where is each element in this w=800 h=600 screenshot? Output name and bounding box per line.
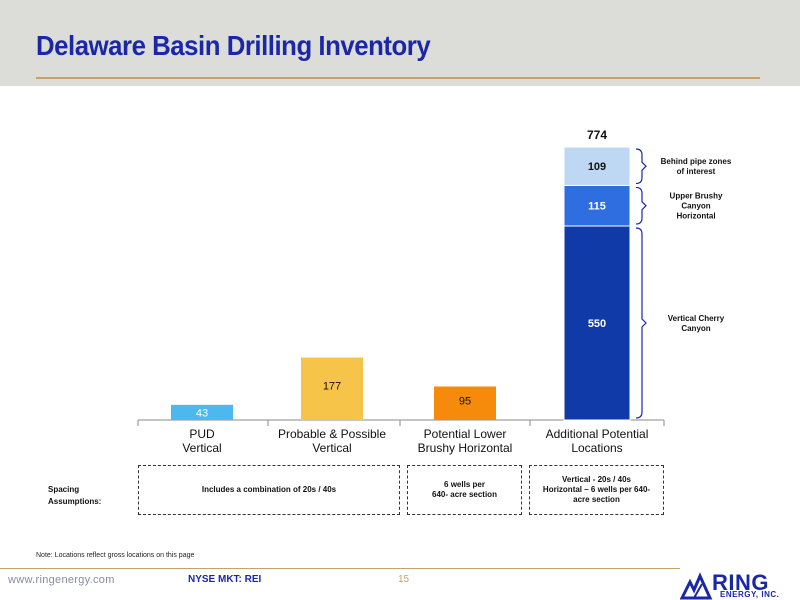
- bar-3-segment-0-annotation-1: Canyon: [681, 324, 710, 333]
- spacing-box-vertical-text: Includes a combination of 20s / 40s: [201, 485, 337, 494]
- x-tick-label-0-0: PUD: [189, 427, 215, 441]
- bar-3-total-label: 774: [587, 128, 607, 142]
- x-tick-label-2-1: Brushy Horizontal: [418, 441, 513, 455]
- bar-3-segment-1: [563, 184, 631, 227]
- bar-3-segment-1-annotation-0: Upper Brushy: [670, 192, 723, 201]
- bar-0-segment-0: [171, 404, 233, 420]
- spacing-box-horizontal-line1: 6 wells per: [444, 480, 485, 489]
- x-tick-label-1-0: Probable & Possible: [278, 427, 386, 441]
- bar-2-segment-0: [434, 386, 496, 420]
- x-tick-label-1-1: Vertical: [312, 441, 351, 455]
- page-number: 15: [398, 574, 410, 585]
- ring-logo-icon: [680, 572, 713, 600]
- spacing-box-additional-line1: Vertical - 20s / 40s: [562, 475, 631, 484]
- header-band: [0, 0, 800, 86]
- bar-3-segment-2-annotation-1: of interest: [677, 167, 716, 176]
- bar-3-segment-1-label: 115: [588, 201, 606, 213]
- spacing-box-additional: Vertical - 20s / 40s Horizontal – 6 well…: [529, 465, 664, 515]
- bar-3-segment-1-bracket: [635, 186, 647, 225]
- bar-1-segment-0: [301, 357, 363, 420]
- bar-0-segment-0-label: 43: [196, 407, 208, 419]
- bar-3-segment-2-annotation-0: Behind pipe zones: [661, 157, 732, 166]
- bar-3-segment-1-annotation-2: Horizontal: [676, 212, 715, 221]
- bar-3-segment-2-bracket: [635, 148, 647, 185]
- x-tick-label-3-1: Locations: [571, 441, 622, 455]
- spacing-box-vertical: Includes a combination of 20s / 40s: [138, 465, 400, 515]
- logo-word: RING: [712, 570, 769, 595]
- company-logo: RING ENERGY, INC.: [680, 570, 792, 600]
- header-rule: [36, 77, 760, 79]
- footer-rule: [0, 568, 680, 569]
- bar-1-segment-0-label: 177: [323, 381, 341, 393]
- x-tick-label-3-0: Additional Potential: [546, 427, 649, 441]
- bar-3-segment-0-label: 550: [588, 318, 606, 330]
- spacing-label-line1: Spacing: [48, 485, 80, 494]
- spacing-box-horizontal: 6 wells per 640- acre section: [407, 465, 522, 515]
- spacing-box-additional-line3: acre section: [573, 495, 620, 504]
- logo-subtitle: ENERGY, INC.: [720, 590, 780, 599]
- bar-3-segment-0: [563, 225, 631, 421]
- spacing-label: Spacing Assumptions:: [48, 484, 101, 508]
- x-tick-label-2-0: Potential Lower: [424, 427, 507, 441]
- spacing-box-horizontal-line2: 640- acre section: [432, 490, 497, 499]
- bar-3-segment-2-label: 109: [588, 161, 606, 173]
- spacing-box-additional-line2: Horizontal – 6 wells per 640-: [542, 485, 651, 494]
- bar-2-segment-0-label: 95: [459, 395, 471, 407]
- footnote: Note: Locations reflect gross locations …: [36, 552, 195, 559]
- page-title: Delaware Basin Drilling Inventory: [36, 30, 431, 61]
- x-tick-label-0-1: Vertical: [182, 441, 221, 455]
- bar-3-segment-0-bracket: [635, 227, 647, 419]
- stock-ticker: NYSE MKT: REI: [188, 574, 262, 585]
- spacing-label-line2: Assumptions:: [48, 497, 102, 506]
- bar-3-segment-1-annotation-1: Canyon: [681, 202, 710, 211]
- bar-3-segment-0-annotation-0: Vertical Cherry: [668, 314, 725, 323]
- bar-3-segment-2: [563, 146, 631, 186]
- website-link[interactable]: www.ringenergy.com: [8, 574, 115, 586]
